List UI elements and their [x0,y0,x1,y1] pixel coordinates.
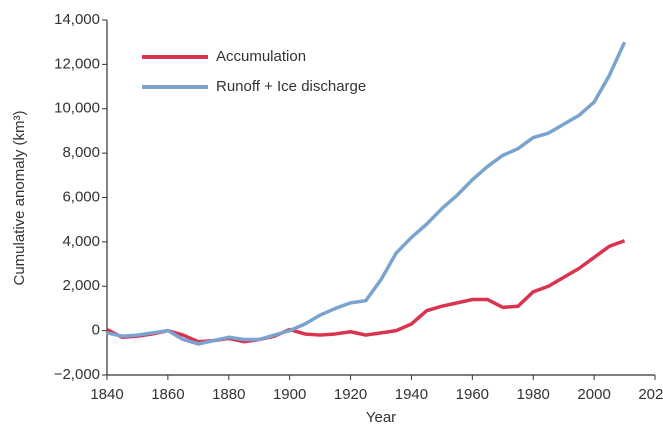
x-tick-label: 1900 [273,386,306,403]
y-tick-label: 12,000 [54,55,100,72]
x-tick-label: 1920 [334,386,367,403]
legend-label: Runoff + Ice discharge [216,78,366,95]
series-line [106,239,626,344]
axes [106,20,655,376]
y-axis-label: Cumulative anomaly (km³) [11,110,28,285]
x-tick-label: 2000 [577,386,610,403]
y-tick-label: 8,000 [62,144,100,161]
x-axis-label: Year [366,409,396,426]
x-tick-label: 1880 [212,386,245,403]
y-tick-label: 0 [92,322,100,339]
y-tick-label: 2,000 [62,277,100,294]
x-tick-label: 1860 [151,386,184,403]
legend-label: Accumulation [216,48,306,65]
x-tick-label: 1980 [517,386,550,403]
x-tick-label: 1840 [90,386,123,403]
y-tick-label: 14,000 [54,11,100,28]
series-line [106,41,627,346]
x-tick-label: 2020 [638,386,663,403]
y-tick-label: 10,000 [54,100,100,117]
x-tick-label: 1960 [456,386,489,403]
y-tick-label: −2,000 [54,366,100,383]
y-tick-label: 6,000 [62,188,100,205]
x-tick-label: 1940 [395,386,428,403]
y-tick-label: 4,000 [62,233,100,250]
